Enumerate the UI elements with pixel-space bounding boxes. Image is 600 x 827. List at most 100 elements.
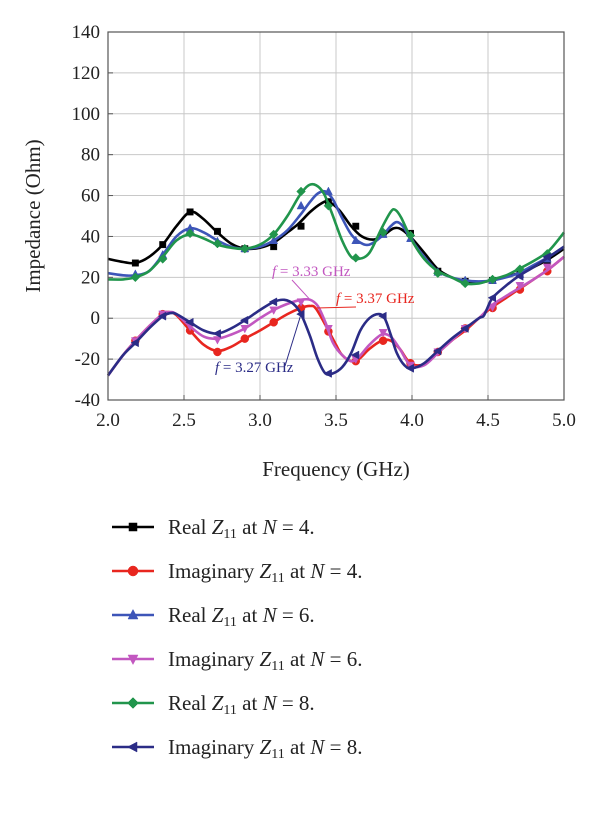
y-tick-label: 140 [72, 22, 101, 43]
triangle-up-marker [296, 200, 306, 210]
circle-marker [240, 334, 250, 343]
y-tick-label: 20 [81, 267, 100, 288]
legend-item: Imaginary Z11 at N = 4. [110, 552, 530, 596]
impedance-chart: f = 3.33 GHz f = 3.37 GHz f = 3.27 GHz 2.0… [21, 22, 576, 481]
y-tick-label: 60 [81, 186, 100, 207]
annotation-label: f = 3.37 GHz [336, 291, 415, 307]
diamond-marker [515, 264, 525, 274]
legend: Real Z11 at N = 4. Imaginary Z11 at N = 4… [110, 508, 530, 772]
x-tick-label: 4.5 [476, 410, 500, 431]
circle-marker [127, 565, 139, 577]
y-axis-title: Impedance (Ohm) [21, 139, 45, 292]
legend-label: Imaginary Z11 at N = 6. [168, 647, 363, 674]
legend-item: Imaginary Z11 at N = 8. [110, 728, 530, 772]
triangle-down-marker [542, 263, 552, 273]
triangle-down-marker [323, 324, 333, 334]
triangle-left-marker [212, 329, 221, 338]
axis-ticks: 2.0 2.5 3.0 3.5 4.0 4.5 5.0 -40 -20 0 20 40 60 80 100 1… [72, 22, 576, 431]
x-axis-title: Frequency (GHz) [262, 457, 410, 481]
legend-item: Imaginary Z11 at N = 6. [110, 640, 530, 684]
y-tick-label: 80 [81, 145, 100, 166]
x-tick-label: 4.0 [400, 410, 424, 431]
series-line [107, 182, 566, 286]
x-tick-label: 3.0 [248, 410, 272, 431]
square-marker [297, 222, 305, 230]
series-5 [107, 182, 566, 289]
triangle-left-marker [126, 741, 138, 753]
triangle-left-marker [487, 293, 497, 303]
annotation-label: f = 3.27 GHz [215, 360, 294, 376]
annotation-leader-line [316, 306, 357, 309]
diamond-marker [212, 238, 223, 249]
legend-swatch [112, 522, 154, 532]
square-marker [186, 208, 194, 216]
triangle-down-marker [378, 329, 388, 338]
diamond-marker [130, 272, 141, 283]
legend-label: Real Z11 at N = 6. [168, 603, 315, 630]
diamond-marker [433, 268, 443, 278]
diamond-marker [460, 278, 470, 289]
square-marker [213, 227, 221, 235]
circle-marker [378, 336, 388, 345]
legend-swatch [112, 741, 154, 753]
y-tick-label: 40 [81, 226, 100, 247]
y-tick-label: 100 [72, 104, 101, 125]
legend-item: Real Z11 at N = 4. [110, 508, 530, 552]
diamond-marker [351, 253, 361, 263]
circle-marker [213, 347, 222, 357]
y-tick-label: -20 [75, 349, 100, 370]
triangle-up-marker [323, 186, 333, 195]
square-marker [270, 243, 278, 251]
triangle-left-marker [405, 363, 414, 373]
triangle-down-marker [488, 303, 497, 312]
square-marker [352, 222, 360, 230]
legend-swatch [112, 697, 154, 709]
triangle-down-marker [269, 306, 279, 315]
triangle-left-marker [239, 315, 249, 325]
y-tick-label: 120 [72, 63, 101, 84]
legend-swatch [112, 565, 154, 577]
diamond-marker [323, 201, 334, 211]
diamond-marker [157, 254, 168, 264]
triangle-left-marker [542, 252, 551, 262]
diamond-marker [127, 697, 139, 709]
square-marker [131, 259, 139, 267]
legend-item: Real Z11 at N = 8. [110, 684, 530, 728]
diamond-marker [487, 274, 498, 285]
x-tick-label: 2.5 [172, 410, 196, 431]
annotation-leader-line [284, 313, 302, 367]
y-tick-label: -40 [75, 390, 100, 411]
legend-label: Imaginary Z11 at N = 8. [168, 735, 363, 762]
circle-marker [269, 318, 278, 327]
annotations: f = 3.33 GHz f = 3.37 GHz f = 3.27 GHz [215, 264, 415, 376]
triangle-left-marker [378, 311, 387, 321]
triangle-left-marker [157, 311, 167, 321]
triangle-left-marker [130, 338, 139, 348]
triangle-down-marker [515, 282, 525, 291]
triangle-up-marker [127, 608, 139, 620]
legend-label: Real Z11 at N = 8. [168, 691, 315, 718]
annotation-label: f = 3.33 GHz [272, 264, 351, 280]
diamond-marker [240, 243, 250, 254]
triangle-down-marker [296, 298, 306, 307]
diamond-marker [185, 228, 195, 239]
x-tick-label: 5.0 [552, 410, 576, 431]
diamond-marker [296, 186, 306, 197]
frequency-annotation: f = 3.33 GHz [272, 264, 351, 301]
frequency-annotation: f = 3.37 GHz [316, 291, 415, 309]
series-line [107, 189, 565, 283]
triangle-down-marker [213, 336, 222, 345]
triangle-up-marker [351, 235, 361, 244]
triangle-left-marker [514, 271, 524, 281]
x-tick-label: 2.0 [96, 410, 120, 431]
series-6 [106, 245, 565, 378]
y-tick-label: 0 [91, 308, 101, 329]
x-tick-label: 3.5 [324, 410, 348, 431]
triangle-left-marker [432, 346, 442, 356]
legend-swatch [112, 654, 154, 666]
square-marker [159, 241, 167, 249]
legend-label: Imaginary Z11 at N = 4. [168, 559, 363, 586]
triangle-left-marker [323, 369, 332, 378]
triangle-left-marker [268, 297, 278, 307]
triangle-left-marker [460, 324, 469, 333]
